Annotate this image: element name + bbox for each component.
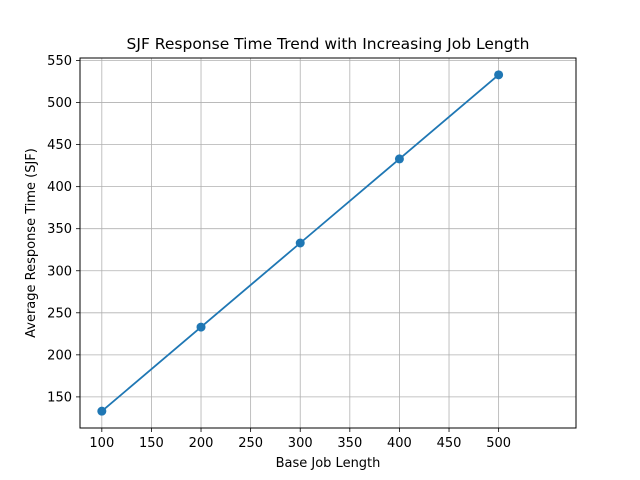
y-tick-label: 450 — [47, 138, 72, 153]
x-tick-label: 400 — [387, 436, 412, 451]
series-layer — [97, 70, 504, 416]
x-tick-label: 150 — [139, 436, 164, 451]
data-point — [97, 406, 107, 416]
y-axis: 150 200 250 300 350 400 450 500 550 — [47, 54, 80, 405]
grid — [80, 58, 576, 428]
x-tick-label: 250 — [238, 436, 263, 451]
data-point — [196, 322, 206, 332]
x-tick-label: 300 — [288, 436, 313, 451]
y-tick-label: 250 — [47, 306, 72, 321]
plot-frame — [79, 57, 577, 429]
x-tick-label: 500 — [486, 436, 511, 451]
chart-title: SJF Response Time Trend with Increasing … — [127, 35, 530, 53]
x-axis-label: Base Job Length — [276, 456, 381, 471]
y-tick-label: 200 — [47, 348, 72, 363]
y-tick-label: 350 — [47, 222, 72, 237]
data-point — [494, 70, 504, 80]
y-tick-label: 300 — [47, 264, 72, 279]
data-point — [295, 238, 305, 248]
y-tick-label: 500 — [47, 96, 72, 111]
y-axis-label: Average Response Time (SJF) — [24, 148, 39, 338]
x-tick-label: 350 — [337, 436, 362, 451]
y-tick-label: 550 — [47, 54, 72, 69]
x-tick-label: 100 — [89, 436, 114, 451]
y-tick-label: 150 — [47, 390, 72, 405]
data-point — [394, 154, 404, 164]
x-tick-label: 200 — [189, 436, 214, 451]
x-axis: 100 150 200 250 300 350 400 450 500 — [89, 428, 511, 451]
y-tick-label: 400 — [47, 180, 72, 195]
x-tick-label: 450 — [437, 436, 462, 451]
